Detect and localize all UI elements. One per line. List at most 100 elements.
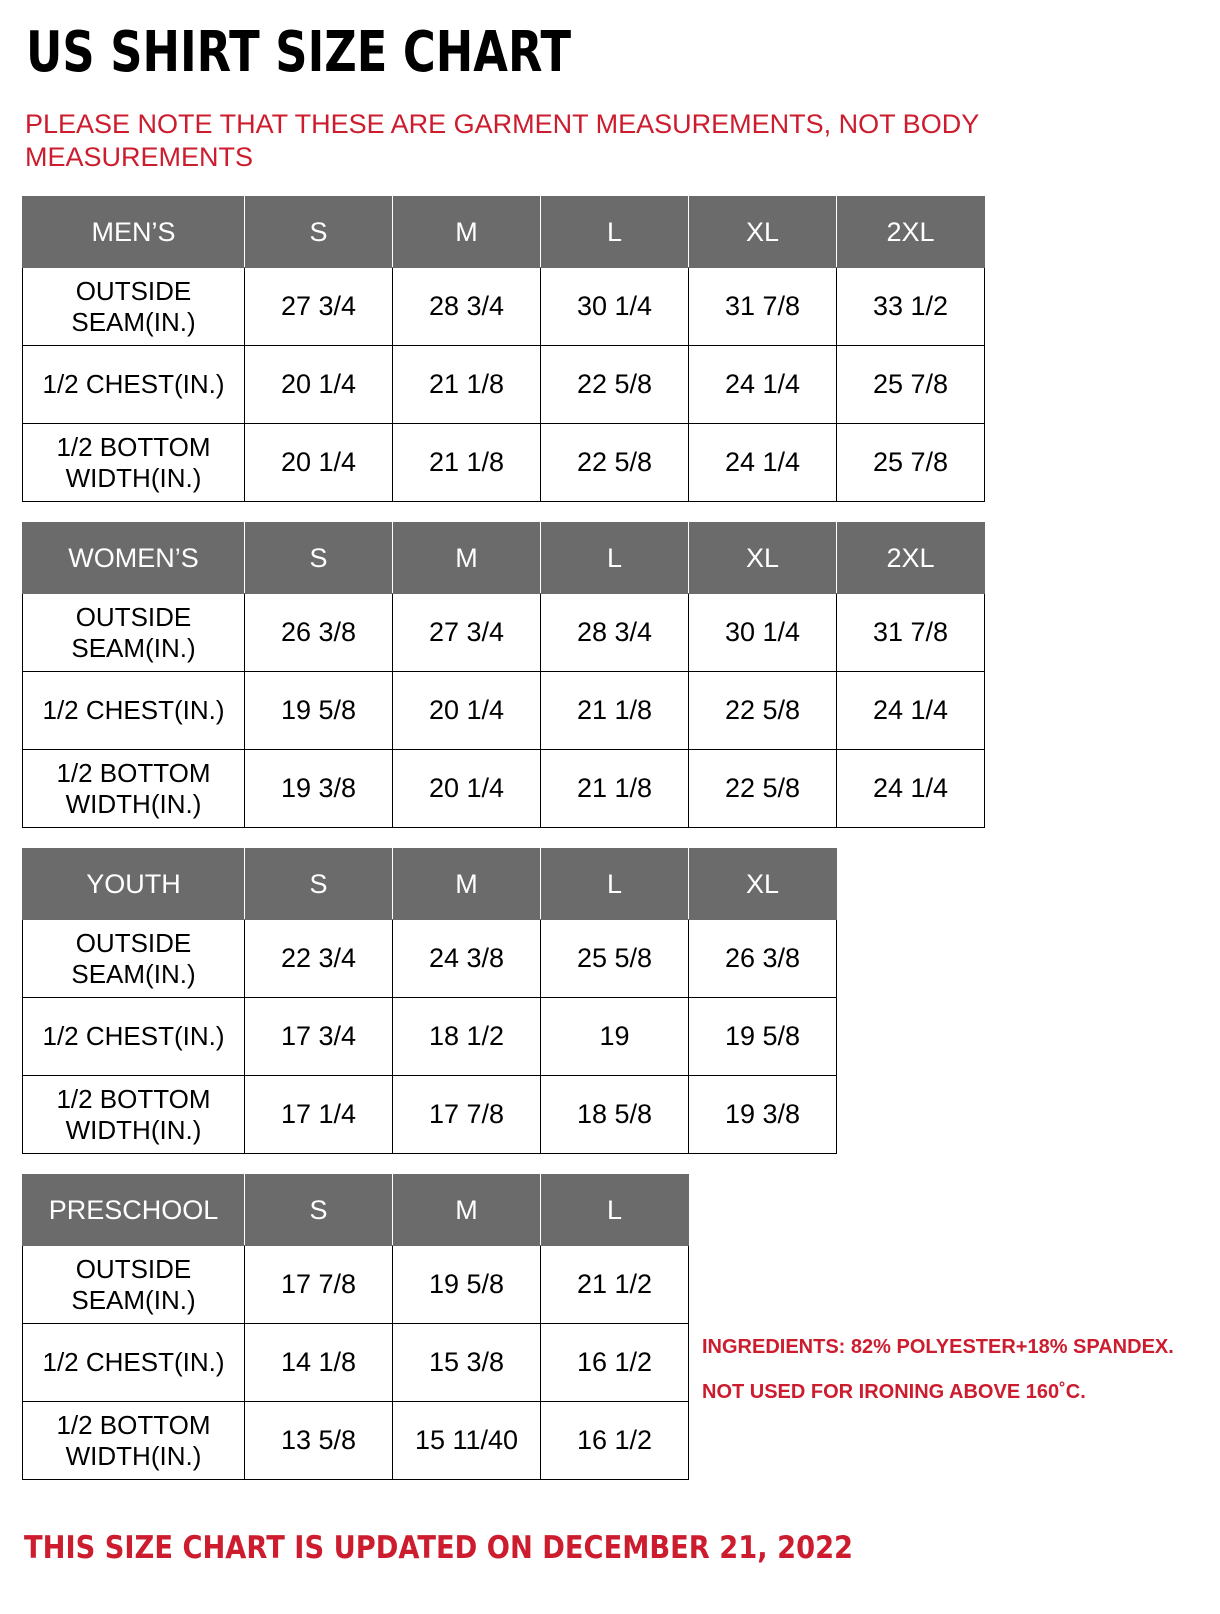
size-header-m: M xyxy=(392,848,541,920)
measurement-value: 30 1/4 xyxy=(688,593,837,672)
garment-measurement-note: PLEASE NOTE THAT THESE ARE GARMENT MEASU… xyxy=(25,109,979,172)
measurement-value: 26 3/8 xyxy=(688,919,837,998)
measurement-value: 27 3/4 xyxy=(244,267,393,346)
measurement-value: 18 5/8 xyxy=(540,1075,689,1154)
measurement-value: 17 7/8 xyxy=(244,1245,393,1324)
measurement-value: 20 1/4 xyxy=(392,749,541,828)
measurement-label: OUTSIDE SEAM(IN.) xyxy=(22,593,245,672)
measurement-value: 16 1/2 xyxy=(540,1401,689,1480)
measurement-value: 13 5/8 xyxy=(244,1401,393,1480)
measurement-value: 28 3/4 xyxy=(540,593,689,672)
size-header-l: L xyxy=(540,522,689,594)
measurement-value: 25 5/8 xyxy=(540,919,689,998)
measurement-value: 24 1/4 xyxy=(836,671,985,750)
size-header-l: L xyxy=(540,848,689,920)
size-header-m: M xyxy=(392,196,541,268)
measurement-value: 22 5/8 xyxy=(540,345,689,424)
size-header-xl: XL xyxy=(688,848,837,920)
page-title: US SHIRT SIZE CHART xyxy=(26,20,572,85)
category-header-preschool: PRESCHOOL xyxy=(22,1174,245,1246)
table-row: 1/2 CHEST(IN.) 17 3/4 18 1/2 19 19 5/8 xyxy=(22,997,837,1076)
measurement-value: 22 5/8 xyxy=(540,423,689,502)
measurement-label: OUTSIDE SEAM(IN.) xyxy=(22,919,245,998)
size-header-l: L xyxy=(540,1174,689,1246)
measurement-value: 19 xyxy=(540,997,689,1076)
measurement-label: 1/2 CHEST(IN.) xyxy=(22,997,245,1076)
table-row: 1/2 CHEST(IN.) 14 1/8 15 3/8 16 1/2 xyxy=(22,1323,689,1402)
measurement-value: 25 7/8 xyxy=(836,345,985,424)
measurement-value: 21 1/8 xyxy=(392,423,541,502)
measurement-value: 24 1/4 xyxy=(836,749,985,828)
size-header-s: S xyxy=(244,522,393,594)
measurement-value: 26 3/8 xyxy=(244,593,393,672)
table-header-row: PRESCHOOL S M L xyxy=(22,1174,689,1246)
measurement-value: 19 5/8 xyxy=(244,671,393,750)
measurement-value: 27 3/4 xyxy=(392,593,541,672)
table-row: OUTSIDE SEAM(IN.) 17 7/8 19 5/8 21 1/2 xyxy=(22,1245,689,1324)
measurement-label: OUTSIDE SEAM(IN.) xyxy=(22,267,245,346)
table-header-row: MEN’S S M L XL 2XL xyxy=(22,196,985,268)
table-row: 1/2 BOTTOM WIDTH(IN.) 20 1/4 21 1/8 22 5/8 2… xyxy=(22,423,985,502)
measurement-value: 20 1/4 xyxy=(244,345,393,424)
measurement-value: 15 3/8 xyxy=(392,1323,541,1402)
measurement-value: 24 1/4 xyxy=(688,423,837,502)
ironing-line: NOT USED FOR IRONING ABOVE 160˚C. xyxy=(702,1381,1086,1403)
measurement-value: 17 1/4 xyxy=(244,1075,393,1154)
size-header-xl: XL xyxy=(688,196,837,268)
table-header-row: YOUTH S M L XL xyxy=(22,848,837,920)
size-header-2xl: 2XL xyxy=(836,196,985,268)
size-table-womens: WOMEN’S S M L XL 2XL OUTSIDE SEAM(IN.) 26 3/8 27… xyxy=(22,522,985,828)
measurement-label: OUTSIDE SEAM(IN.) xyxy=(22,1245,245,1324)
measurement-value: 22 3/4 xyxy=(244,919,393,998)
size-header-m: M xyxy=(392,1174,541,1246)
measurement-value: 21 1/2 xyxy=(540,1245,689,1324)
size-header-s: S xyxy=(244,196,393,268)
table-row: OUTSIDE SEAM(IN.) 27 3/4 28 3/4 30 1/4 31 7/… xyxy=(22,267,985,346)
size-table-mens: MEN’S S M L XL 2XL OUTSIDE SEAM(IN.) 27 3/4 28 3… xyxy=(22,196,985,502)
measurement-value: 31 7/8 xyxy=(688,267,837,346)
measurement-value: 18 1/2 xyxy=(392,997,541,1076)
table-row: 1/2 CHEST(IN.) 20 1/4 21 1/8 22 5/8 24 1/4 25… xyxy=(22,345,985,424)
size-table-youth: YOUTH S M L XL OUTSIDE SEAM(IN.) 22 3/4 24 3/8 2… xyxy=(22,848,837,1154)
measurement-value: 21 1/8 xyxy=(392,345,541,424)
updated-date-note: THIS SIZE CHART IS UPDATED ON DECEMBER 2… xyxy=(24,1530,854,1566)
measurement-value: 25 7/8 xyxy=(836,423,985,502)
measurement-value: 17 7/8 xyxy=(392,1075,541,1154)
measurement-label: 1/2 BOTTOM WIDTH(IN.) xyxy=(22,749,245,828)
measurement-label: 1/2 BOTTOM WIDTH(IN.) xyxy=(22,423,245,502)
measurement-label: 1/2 BOTTOM WIDTH(IN.) xyxy=(22,1401,245,1480)
table-row: OUTSIDE SEAM(IN.) 26 3/8 27 3/4 28 3/4 30 1/… xyxy=(22,593,985,672)
measurement-value: 33 1/2 xyxy=(836,267,985,346)
measurement-label: 1/2 CHEST(IN.) xyxy=(22,671,245,750)
measurement-label: 1/2 BOTTOM WIDTH(IN.) xyxy=(22,1075,245,1154)
measurement-label: 1/2 CHEST(IN.) xyxy=(22,345,245,424)
measurement-value: 21 1/8 xyxy=(540,749,689,828)
measurement-value: 19 5/8 xyxy=(392,1245,541,1324)
measurement-value: 14 1/8 xyxy=(244,1323,393,1402)
table-row: 1/2 BOTTOM WIDTH(IN.) 19 3/8 20 1/4 21 1/8 2… xyxy=(22,749,985,828)
size-header-l: L xyxy=(540,196,689,268)
table-row: 1/2 BOTTOM WIDTH(IN.) 17 1/4 17 7/8 18 5/8 1… xyxy=(22,1075,837,1154)
measurement-value: 19 5/8 xyxy=(688,997,837,1076)
size-header-s: S xyxy=(244,1174,393,1246)
size-header-2xl: 2XL xyxy=(836,522,985,594)
size-header-m: M xyxy=(392,522,541,594)
measurement-value: 15 11/40 xyxy=(392,1401,541,1480)
category-header-mens: MEN’S xyxy=(22,196,245,268)
table-row: 1/2 CHEST(IN.) 19 5/8 20 1/4 21 1/8 22 5/8 24… xyxy=(22,671,985,750)
measurement-value: 20 1/4 xyxy=(244,423,393,502)
category-header-youth: YOUTH xyxy=(22,848,245,920)
table-header-row: WOMEN’S S M L XL 2XL xyxy=(22,522,985,594)
measurement-value: 28 3/4 xyxy=(392,267,541,346)
measurement-label: 1/2 CHEST(IN.) xyxy=(22,1323,245,1402)
measurement-value: 30 1/4 xyxy=(540,267,689,346)
measurement-value: 24 1/4 xyxy=(688,345,837,424)
measurement-value: 17 3/4 xyxy=(244,997,393,1076)
measurement-value: 19 3/8 xyxy=(688,1075,837,1154)
size-header-xl: XL xyxy=(688,522,837,594)
measurement-value: 21 1/8 xyxy=(540,671,689,750)
measurement-value: 20 1/4 xyxy=(392,671,541,750)
ingredients-note-block: INGREDIENTS: 82% POLYESTER+18% SPANDEX. … xyxy=(702,1325,1202,1415)
measurement-value: 19 3/8 xyxy=(244,749,393,828)
measurement-value: 24 3/8 xyxy=(392,919,541,998)
